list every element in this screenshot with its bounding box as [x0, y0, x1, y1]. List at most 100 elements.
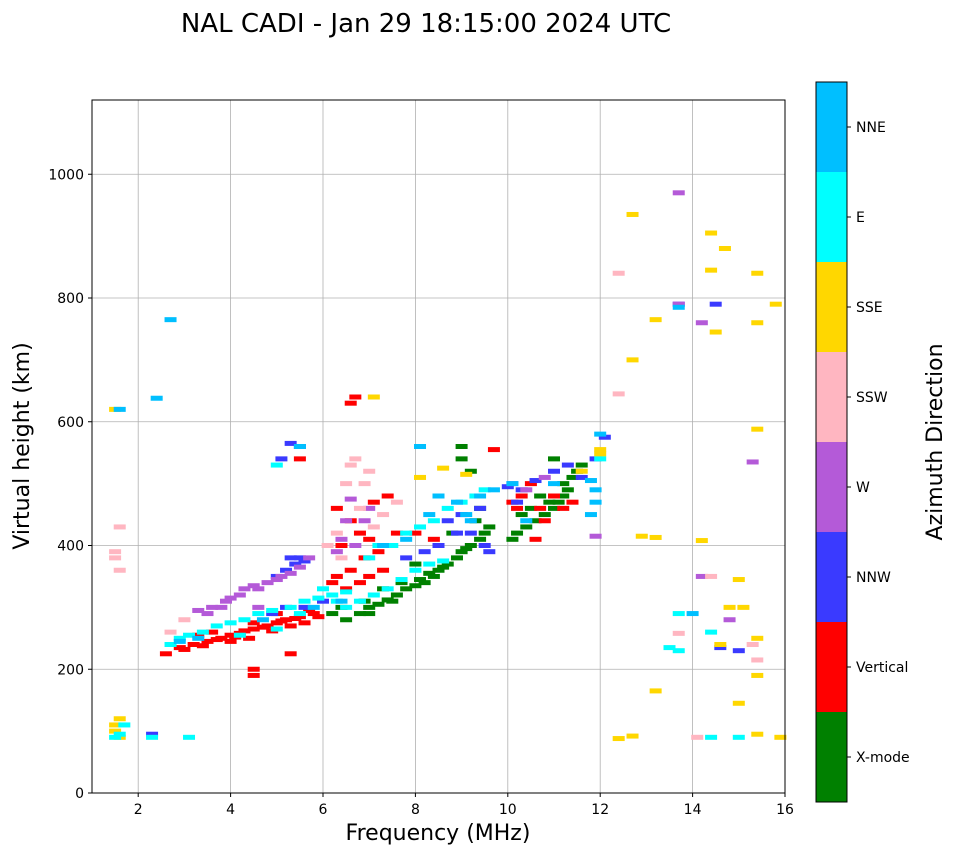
echo-mark-nne: [307, 604, 320, 610]
echo-mark-vertical: [427, 536, 440, 542]
echo-mark-e: [252, 611, 265, 617]
echo-mark-vertical: [409, 530, 422, 536]
echo-mark-ssw: [672, 630, 685, 636]
echo-mark-vertical: [390, 530, 403, 536]
echo-mark-vertical: [367, 499, 380, 505]
echo-mark-w: [192, 607, 205, 613]
echo-mark-sse: [649, 317, 662, 323]
echo-mark-nne: [192, 635, 205, 641]
echo-mark-sse: [109, 722, 122, 728]
colorbar-frame: [815, 81, 848, 803]
echo-mark-ssw: [390, 499, 403, 505]
echo-mark-ssw: [178, 617, 191, 623]
echo-mark-vertical: [524, 481, 537, 487]
echo-mark-x-mode: [409, 561, 422, 567]
echo-mark-e: [326, 592, 339, 598]
echo-mark-w: [746, 459, 759, 465]
echo-mark-e: [118, 722, 131, 728]
echo-mark-nnw: [289, 561, 302, 567]
echo-mark-nne: [584, 512, 597, 518]
echo-mark-nnw: [266, 611, 279, 617]
echo-mark-sse: [109, 728, 122, 734]
echo-mark-vertical: [353, 580, 366, 586]
echo-mark-vertical: [534, 505, 547, 511]
echo-mark-x-mode: [353, 611, 366, 617]
echo-mark-nnw: [298, 604, 311, 610]
echo-mark-x-mode: [437, 564, 450, 570]
echo-mark-nne: [548, 481, 560, 487]
echo-mark-nnw: [284, 440, 297, 446]
echo-mark-sse: [709, 329, 722, 335]
echo-mark-ssw: [330, 530, 343, 536]
echo-mark-nnw: [280, 567, 293, 573]
echo-mark-sse: [774, 734, 787, 740]
echo-mark-x-mode: [483, 524, 496, 530]
echo-mark-w: [358, 518, 371, 524]
echo-mark-vertical: [187, 642, 200, 647]
x-axis-label: Frequency (MHz): [346, 821, 531, 846]
echo-mark-e: [210, 623, 223, 629]
echo-mark-w: [275, 573, 288, 579]
echo-mark-w: [206, 604, 219, 610]
echo-mark-e: [409, 567, 422, 573]
echo-mark-x-mode: [423, 570, 436, 576]
echo-mark-x-mode: [400, 586, 413, 592]
echo-mark-w: [340, 518, 353, 524]
echo-mark-nnw: [483, 549, 496, 555]
echo-mark-e: [705, 734, 718, 740]
echo-mark-sse: [635, 533, 648, 539]
echo-mark-nne: [414, 444, 427, 449]
echo-mark-w: [672, 190, 685, 196]
x-axis-ticks: 2 4 6 8 10 12 14 16: [134, 793, 794, 818]
echo-mark-sse: [594, 451, 607, 457]
echo-mark-vertical: [330, 573, 343, 579]
echo-mark-w: [261, 580, 274, 586]
echo-mark-x-mode: [557, 481, 570, 487]
echo-mark-e: [164, 642, 177, 647]
echo-mark-x-mode: [474, 536, 487, 542]
echo-mark-vertical: [377, 567, 390, 573]
echo-mark-x-mode: [548, 505, 560, 511]
echo-mark-nne: [464, 518, 477, 524]
echo-mark-vertical: [247, 626, 260, 632]
echo-mark-nne: [173, 638, 186, 644]
y-tick-label: 600: [57, 415, 84, 431]
echo-mark-nnw: [709, 301, 722, 307]
echo-mark-nne: [335, 598, 348, 604]
echo-mark-e: [441, 505, 454, 511]
colorbar-segment: [816, 532, 847, 622]
echo-mark-x-mode: [340, 617, 353, 623]
echo-mark-nne: [589, 499, 602, 505]
echo-mark-e: [732, 734, 745, 740]
echo-mark-vertical: [335, 543, 348, 548]
echo-mark-vertical: [566, 499, 579, 505]
echo-mark-w: [695, 320, 708, 326]
y-tick-label: 400: [57, 539, 84, 555]
echo-mark-sse: [751, 426, 764, 432]
echo-mark-vertical: [330, 505, 343, 511]
echo-mark-vertical: [298, 620, 311, 626]
echo-mark-e: [672, 648, 685, 654]
colorbar-segment: [816, 172, 847, 262]
echo-mark-x-mode: [548, 456, 560, 462]
echo-mark-ssw: [113, 567, 126, 573]
colorbar-segment: [816, 262, 847, 352]
echo-mark-vertical: [178, 646, 191, 652]
echo-mark-sse: [751, 731, 764, 737]
echo-mark-e: [224, 620, 237, 626]
echo-mark-e: [183, 734, 196, 740]
echo-mark-vertical: [344, 567, 357, 573]
echo-mark-sse: [751, 320, 764, 326]
echo-mark-e: [109, 734, 122, 740]
echo-mark-x-mode: [455, 549, 468, 555]
echo-mark-x-mode: [520, 524, 533, 530]
echo-mark-ssw: [164, 629, 177, 635]
echo-mark-nne: [686, 611, 699, 617]
echo-mark-sse: [732, 700, 745, 706]
echo-mark-sse: [751, 635, 764, 641]
echo-mark-x-mode: [372, 601, 385, 607]
echo-mark-nne: [423, 512, 436, 518]
echo-mark-e: [672, 611, 685, 617]
x-tick-label: 14: [684, 802, 702, 818]
